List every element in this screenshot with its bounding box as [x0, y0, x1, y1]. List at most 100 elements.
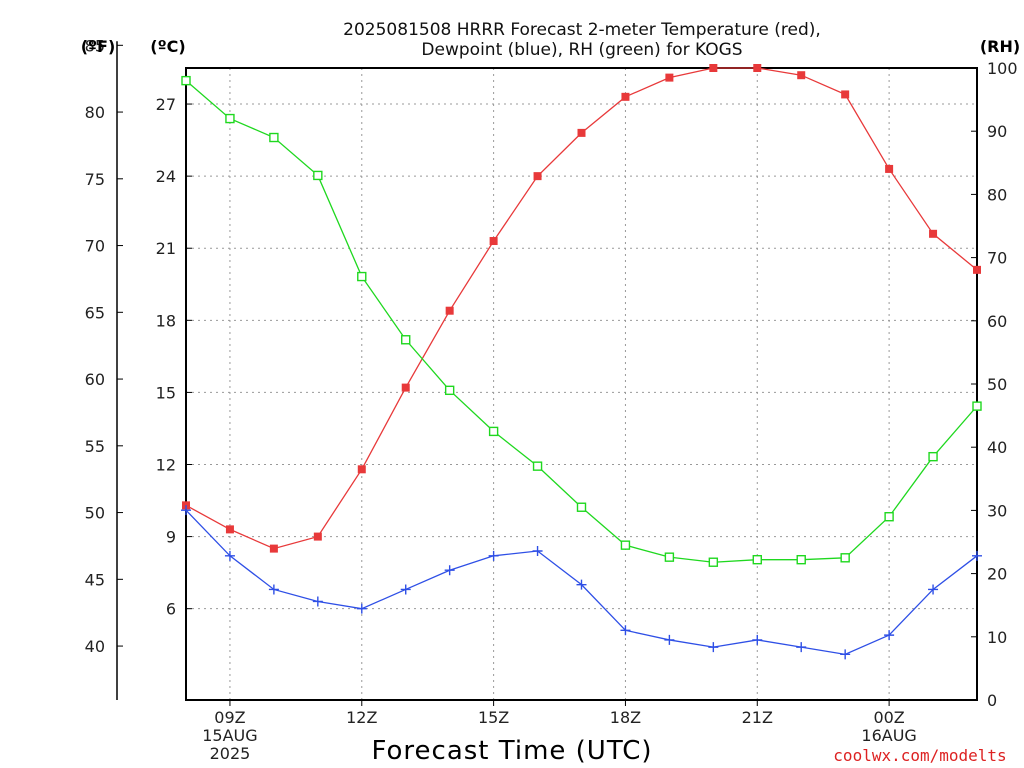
- dewpoint-point: [752, 634, 763, 645]
- credit-link[interactable]: coolwx.com/modelts: [833, 746, 1006, 765]
- chart-title-line2: Dewpoint (blue), RH (green) for KOGS: [421, 40, 742, 60]
- temperature-point: [621, 92, 630, 101]
- dewpoint-point: [576, 579, 587, 590]
- temperature-point: [533, 172, 542, 181]
- celsius-tick-label: 6: [166, 600, 176, 619]
- rh-tick-label: 80: [987, 185, 1007, 204]
- dewpoint-point: [268, 584, 279, 595]
- temperature-point: [709, 64, 718, 72]
- rh-tick-label: 70: [987, 249, 1007, 268]
- rh-point: [664, 552, 675, 562]
- dewpoint-point: [840, 649, 851, 660]
- rh-point: [357, 271, 367, 282]
- dewpoint-point: [532, 546, 543, 557]
- rh-tick-label: 50: [987, 375, 1007, 394]
- celsius-unit-label: (ºC): [150, 37, 185, 56]
- x-tick-label: 12Z: [346, 708, 377, 727]
- series-line-temperature: [185, 67, 978, 550]
- grid: [186, 68, 977, 700]
- fahrenheit-unit-label: (ºF): [81, 37, 116, 56]
- rh-point: [708, 557, 719, 567]
- dewpoint-point: [444, 565, 455, 576]
- rh-point: [401, 335, 411, 345]
- fahrenheit-tick-label: 50: [85, 504, 105, 523]
- temperature-point: [313, 532, 322, 541]
- x-axis-title: Forecast Time (UTC): [371, 736, 652, 766]
- chart-title-line1: 2025081508 HRRR Forecast 2-meter Tempera…: [343, 20, 821, 40]
- fahrenheit-tick-label: 85: [85, 36, 105, 55]
- dewpoint-point: [181, 505, 191, 516]
- rh-point: [225, 113, 235, 124]
- celsius-tick-label: 9: [166, 528, 176, 547]
- rh-point: [928, 451, 938, 462]
- rh-tick-label: 100: [987, 59, 1018, 78]
- temperature-point: [841, 90, 850, 99]
- x-tick-label: 00Z: [873, 708, 904, 727]
- dewpoint-point: [708, 642, 719, 653]
- fahrenheit-tick-label: 60: [85, 370, 105, 389]
- temperature-point: [225, 525, 234, 534]
- dewpoint-point: [312, 596, 323, 607]
- fahrenheit-tick-label: 80: [85, 103, 105, 122]
- temperature-point: [665, 73, 674, 82]
- temperature-point: [797, 71, 806, 80]
- rh-point: [796, 554, 806, 565]
- rh-point: [752, 554, 762, 565]
- dewpoint-point: [488, 550, 499, 561]
- rh-tick-label: 30: [987, 501, 1007, 520]
- x-tick-label: 16AUG: [861, 726, 916, 745]
- rh-unit-label: (RH): [980, 37, 1020, 56]
- series-temperature: [182, 64, 981, 553]
- dewpoint-point: [664, 634, 675, 645]
- fahrenheit-tick-label: 55: [85, 437, 105, 456]
- series-layer: [181, 64, 982, 660]
- temperature-point: [973, 265, 981, 274]
- temperature-point: [357, 465, 366, 474]
- temperature-point: [885, 164, 894, 173]
- temperature-point: [753, 64, 762, 72]
- rh-tick-label: 0: [987, 691, 997, 710]
- axes: 40 45 50 55 60 65 70 75 80 85 6 9 12 15 18 21 24 27 0 10 20 3…: [85, 36, 1018, 763]
- temperature-point: [401, 383, 410, 392]
- fahrenheit-tick-label: 70: [85, 237, 105, 256]
- dewpoint-point: [356, 603, 367, 614]
- series-dewpoint: [181, 505, 982, 660]
- celsius-tick-label: 18: [156, 311, 176, 330]
- temperature-point: [577, 128, 586, 137]
- fahrenheit-tick-label: 45: [85, 570, 105, 589]
- rh-point: [620, 540, 631, 550]
- temperature-point: [445, 306, 454, 315]
- fahrenheit-tick-label: 40: [85, 637, 105, 656]
- dewpoint-point: [620, 625, 631, 636]
- rh-point: [444, 385, 455, 396]
- temperature-point: [269, 544, 278, 553]
- plot-border: [185, 67, 978, 701]
- rh-point: [269, 132, 279, 143]
- x-tick-label: 18Z: [610, 708, 641, 727]
- temperature-point: [929, 229, 938, 238]
- temperature-point: [489, 237, 498, 246]
- rh-tick-label: 10: [987, 628, 1007, 647]
- x-tick-label: 15Z: [478, 708, 509, 727]
- rh-tick-label: 60: [987, 312, 1007, 331]
- dewpoint-point: [796, 642, 807, 653]
- rh-point: [181, 75, 191, 86]
- celsius-tick-label: 24: [156, 167, 176, 186]
- dewpoint-point: [400, 584, 411, 595]
- fahrenheit-tick-label: 65: [85, 303, 105, 322]
- celsius-tick-label: 15: [156, 383, 176, 402]
- rh-point: [972, 401, 982, 411]
- series-rh: [181, 75, 982, 567]
- rh-point: [576, 502, 587, 512]
- rh-tick-label: 20: [987, 565, 1007, 584]
- dewpoint-point: [884, 630, 895, 641]
- rh-point: [532, 461, 543, 471]
- rh-point: [840, 553, 850, 563]
- celsius-tick-label: 12: [156, 456, 176, 475]
- rh-point: [488, 426, 499, 437]
- dewpoint-point: [224, 550, 235, 561]
- x-tick-label: 21Z: [742, 708, 773, 727]
- plot-frame: [185, 67, 978, 701]
- celsius-tick-label: 27: [156, 95, 176, 114]
